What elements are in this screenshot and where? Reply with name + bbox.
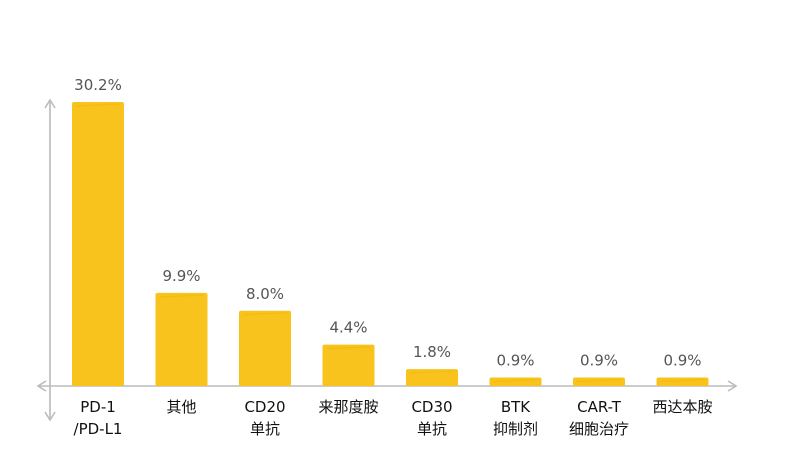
bar-texture-2 [242,312,288,316]
y-axis-arrow-bottom [44,411,56,422]
value-label-3: 4.4% [329,319,367,337]
bar-4 [406,369,458,386]
category-labels: PD-1/PD-L1 其他 CD20 单抗 来那度胺 CD30 单抗 BTK 抑制剂 CAR-T 细… [74,398,713,438]
value-label-1: 9.9% [162,267,200,285]
category-label-6-1: 细胞治疗 [569,420,629,438]
category-label-2-0: CD20 [244,398,285,416]
category-label-0-1: /PD-L1 [74,420,123,438]
category-label-5-0: BTK [501,398,531,416]
category-label-2-1: 单抗 [250,420,280,438]
category-label-1-0: 其他 [166,398,196,416]
bar-2 [239,310,291,386]
y-axis-arrow-top [44,98,56,109]
category-label-7-0: 西达本胺 [652,398,712,416]
category-label-4-0: CD30 [411,398,452,416]
bar-3 [322,344,375,386]
bar-texture-4 [409,370,455,374]
bar-0 [72,102,124,386]
bar-texture-5 [493,378,538,383]
bar-texture-7 [660,378,705,383]
category-label-6-0: CAR-T [577,398,622,416]
bar-1 [155,292,208,386]
value-label-6: 0.9% [580,352,618,370]
value-label-2: 8.0% [246,285,284,303]
category-label-3-0: 来那度胺 [318,398,378,416]
bar-texture-3 [326,346,371,350]
x-axis-arrow-left [36,380,47,392]
bar-texture-1 [159,294,204,298]
category-label-0-0: PD-1 [80,398,116,416]
bar-texture-0 [75,103,121,107]
value-label-0: 30.2% [74,76,122,94]
bars [72,102,709,386]
value-label-5: 0.9% [496,352,534,370]
x-axis-arrow-right [727,380,738,392]
category-label-5-1: 抑制剂 [493,420,538,438]
category-label-4-1: 单抗 [417,420,447,438]
axes [36,98,738,422]
value-labels: 30.2% 9.9% 8.0% 4.4% 1.8% 0.9% 0.9% 0.9% [74,76,701,370]
value-label-7: 0.9% [663,352,701,370]
value-label-4: 1.8% [413,343,451,361]
bar-texture-6 [576,378,622,383]
